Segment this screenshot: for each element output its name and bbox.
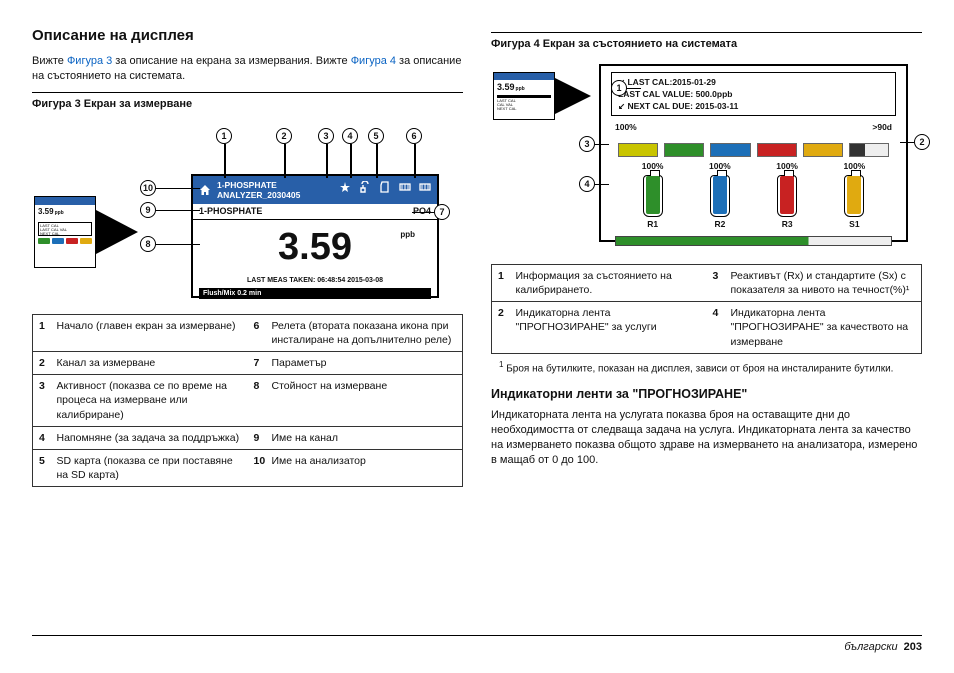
service-pct: 100% <box>615 122 866 133</box>
banner-icons <box>339 181 431 193</box>
bottle: 100%R2 <box>705 161 735 230</box>
thumbnail-value: 3.59 <box>38 207 54 216</box>
callout: 2 <box>914 134 930 150</box>
measurement-unit: ppb <box>400 230 415 241</box>
progress-bar: Flush/Mix 0.2 min <box>199 288 431 299</box>
thumbnail-unit: ppb <box>55 210 64 216</box>
activity-icon <box>339 181 351 193</box>
footnote: 1 Броя на бутилките, показан на дисплея,… <box>509 360 922 376</box>
columns: Описание на дисплея Вижте Фигура 3 за оп… <box>32 26 922 495</box>
device-banner: 1-PHOSPHATEANALYZER_2030405 <box>193 176 437 204</box>
left-column: Описание на дисплея Вижте Фигура 3 за оп… <box>32 26 463 495</box>
device-subheader: 1-PHOSPHATE PO4 <box>193 204 437 220</box>
link-fig3[interactable]: Фигура 3 <box>67 55 112 67</box>
page: Описание на дисплея Вижте Фигура 3 за оп… <box>0 0 954 673</box>
page-footer: български 203 <box>32 635 922 655</box>
callout: 5 <box>368 128 384 144</box>
callout: 1 <box>611 80 627 96</box>
figure-3-caption: Фигура 3 Екран за измерване <box>32 92 463 112</box>
last-measure: LAST MEAS TAKEN: 06:48:54 2015-03-08 <box>193 276 437 285</box>
callout: 3 <box>318 128 334 144</box>
figure-4-block: Фигура 4 Екран за състоянието на система… <box>491 32 922 376</box>
footer-lang: български <box>844 640 897 655</box>
footer-page-num: 203 <box>904 640 922 655</box>
thumbnail: 3.59ppb LAST CALLAST CAL VALNEXT CAL <box>34 196 96 268</box>
bottle: 100%S1 <box>839 161 869 230</box>
prognostic-bar-quality <box>615 236 892 246</box>
right-column: Фигура 4 Екран за състоянието на система… <box>491 26 922 495</box>
body-paragraph: Индикаторната лента на услугата показва … <box>491 408 922 467</box>
section-heading: Описание на дисплея <box>32 26 463 46</box>
arrow-icon <box>96 210 138 254</box>
callout: 4 <box>342 128 358 144</box>
figure-4: 3.59ppb LAST CALCAL VALNEXT CAL ↙ LAST C… <box>491 58 922 258</box>
reminder-icon <box>359 181 371 193</box>
legend-num: 6 <box>248 314 266 351</box>
device-screen-2: ↙ LAST CAL:2015-01-29 LAST CAL VALUE: 50… <box>599 64 908 242</box>
home-icon <box>199 184 211 196</box>
legend-text: Релета (втората показана икона при инста… <box>266 314 463 351</box>
callout: 1 <box>216 128 232 144</box>
intro-paragraph: Вижте Фигура 3 за описание на екрана за … <box>32 54 463 84</box>
thumbnail: 3.59ppb LAST CALCAL VALNEXT CAL <box>493 72 555 120</box>
figure-4-caption: Фигура 4 Екран за състоянието на система… <box>491 32 922 52</box>
figure-4-graphic: 3.59ppb LAST CALCAL VALNEXT CAL ↙ LAST C… <box>491 58 922 258</box>
link-fig4[interactable]: Фигура 4 <box>351 55 396 67</box>
bottle: 100%R1 <box>638 161 668 230</box>
sd-icon <box>379 181 391 193</box>
arrow-icon <box>555 78 591 114</box>
figure-4-legend: 1Информация за състоянието на калибриран… <box>491 264 922 354</box>
callout: 3 <box>579 136 595 152</box>
intro-text: за описание на екрана за измервания. Виж… <box>112 55 350 67</box>
callout: 2 <box>276 128 292 144</box>
callout: 10 <box>140 180 156 196</box>
device-screen: 1-PHOSPHATEANALYZER_2030405 <box>191 174 439 298</box>
callout: 8 <box>140 236 156 252</box>
figure-3: 3.59ppb LAST CALLAST CAL VALNEXT CAL <box>32 118 463 308</box>
callout: 7 <box>434 204 450 220</box>
relay-icon <box>399 181 411 193</box>
intro-text: Вижте <box>32 55 67 67</box>
legend-num: 1 <box>33 314 51 351</box>
cal-info: ↙ LAST CAL:2015-01-29 LAST CAL VALUE: 50… <box>611 72 896 116</box>
measurement-value: 3.59 ppb <box>193 220 437 276</box>
device-title: 1-PHOSPHATEANALYZER_2030405 <box>217 180 300 200</box>
callout: 9 <box>140 202 156 218</box>
subsection-heading: Индикаторни ленти за "ПРОГНОЗИРАНЕ" <box>491 386 922 403</box>
callout: 4 <box>579 176 595 192</box>
bottle: 100%R3 <box>772 161 802 230</box>
figure-3-graphic: 3.59ppb LAST CALLAST CAL VALNEXT CAL <box>32 118 463 308</box>
prognostic-bar-service <box>601 133 906 157</box>
channel-label: 1-PHOSPHATE <box>199 205 262 217</box>
bottle-row: 100%R1 100%R2 100%R3 100%S1 <box>601 157 906 230</box>
figure-3-legend: 1Начало (главен екран за измерване) 6Рел… <box>32 314 463 488</box>
callout: 6 <box>406 128 422 144</box>
service-days: >90d <box>872 122 892 133</box>
figure-3-block: Фигура 3 Екран за измерване 3.59ppb LAST… <box>32 92 463 487</box>
legend-text: Начало (главен екран за измерване) <box>51 314 248 351</box>
relay-icon <box>419 181 431 193</box>
